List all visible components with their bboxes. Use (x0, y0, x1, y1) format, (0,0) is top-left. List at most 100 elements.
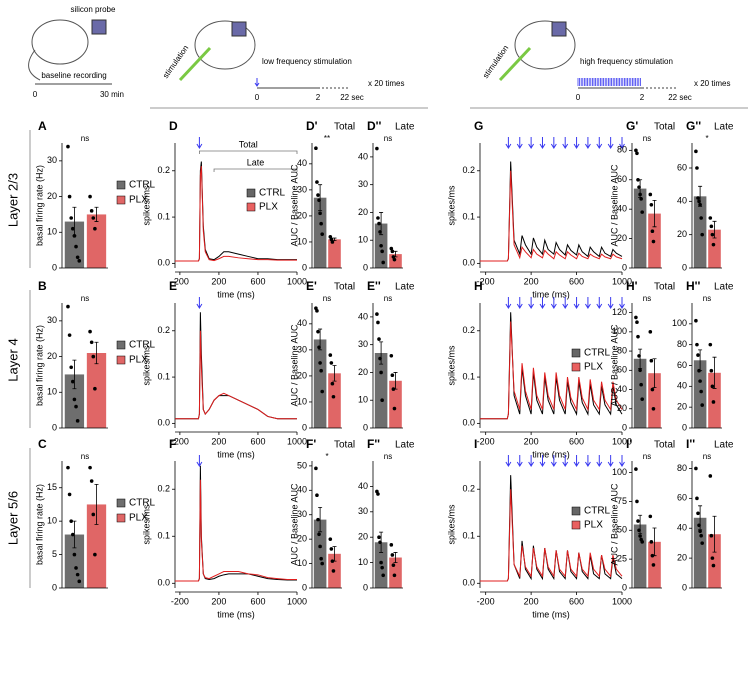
data-point (376, 216, 380, 220)
y-tick-label: 60 (677, 360, 687, 370)
timeline-end: 30 min (100, 90, 124, 99)
panel-label: C (38, 437, 47, 451)
panel-label: I' (626, 437, 632, 451)
panel-label: G (474, 119, 483, 133)
y-axis-label: AUC / Baseline AUC (289, 483, 299, 566)
legend-swatch (571, 362, 581, 372)
data-point (314, 146, 318, 151)
data-point (650, 553, 655, 558)
significance: ns (384, 134, 392, 143)
schematic-baseline: silicon probe baseline recording 0 30 mi… (28, 5, 124, 99)
significance: ns (703, 294, 711, 303)
panel-label: E (169, 279, 177, 293)
data-point (695, 496, 699, 501)
data-point (637, 185, 641, 189)
significance: * (705, 134, 708, 143)
stim-arrow (607, 137, 614, 149)
y-tick-label: 0.1 (462, 211, 475, 221)
error-bar (94, 206, 99, 222)
y-tick-label: 20 (677, 229, 687, 239)
y-tick-label: 80 (617, 345, 627, 355)
legend-label: CTRL (129, 498, 156, 509)
legend-label: PLX (259, 202, 278, 213)
data-point (708, 342, 713, 347)
data-point (711, 400, 716, 404)
stim-arrow (550, 297, 557, 309)
data-point (635, 499, 639, 504)
row-label: Layer 5/6 (5, 491, 20, 545)
y-tick-label: 30 (47, 315, 57, 325)
data-point (66, 304, 70, 309)
y-tick-label: 30 (358, 506, 368, 516)
legend-label: PLX (129, 513, 148, 524)
probe (91, 19, 107, 35)
data-point (637, 354, 641, 358)
stim-arrow (584, 297, 591, 309)
y-tick-label: 25 (617, 554, 627, 564)
mouse-head (514, 20, 576, 70)
y-tick-label: 10 (358, 235, 368, 245)
stim-arrow (562, 137, 569, 149)
stim-arrow (516, 137, 523, 149)
y-tick-label: 60 (677, 493, 687, 503)
y-tick-label: 0.1 (157, 531, 170, 541)
x-tick-label: 600 (569, 276, 584, 286)
data-point (328, 537, 333, 541)
x-tick-label: -200 (477, 276, 495, 286)
data-point (71, 379, 75, 384)
legend-swatch (116, 513, 126, 523)
stim-arrow (573, 455, 580, 467)
y-tick-label: 10 (47, 387, 57, 397)
data-point (89, 209, 94, 213)
data-point (380, 249, 384, 254)
panel-label: B (38, 279, 47, 293)
y-axis-label: AUC / Baseline AUC (289, 164, 299, 247)
stim-arrow (196, 297, 203, 309)
data-point (320, 561, 325, 566)
data-point (638, 534, 642, 538)
mouse-head (31, 19, 89, 65)
legend-swatch (116, 340, 126, 350)
x-tick-label: 1000 (287, 596, 307, 606)
bar (708, 229, 721, 268)
panel-label: H' (626, 279, 638, 293)
error-bar (652, 358, 657, 389)
panel-label: F' (306, 437, 316, 451)
data-point (329, 361, 334, 365)
stim-arrow (596, 455, 603, 467)
data-point (71, 226, 75, 231)
trace (175, 479, 297, 582)
data-point (318, 361, 322, 365)
y-tick-label: 120 (612, 307, 627, 317)
y-tick-label: 0.0 (157, 418, 170, 428)
y-axis-label: spikes/ms (446, 185, 456, 226)
data-point (379, 370, 383, 375)
x-tick-label: 200 (211, 436, 226, 446)
y-tick-label: 0.1 (157, 211, 170, 221)
panel-title: Late (395, 122, 415, 133)
data-point (330, 559, 335, 563)
x-tick-label: 200 (211, 276, 226, 286)
data-point (379, 243, 383, 248)
y-tick-label: 0.2 (462, 325, 475, 335)
data-point (72, 234, 77, 238)
probe-label: silicon probe (71, 5, 116, 14)
bracket-label: Total (239, 139, 258, 149)
error-bar (712, 515, 717, 553)
y-axis-label: spikes/ms (446, 345, 456, 386)
bar (86, 214, 107, 268)
y-tick-label: 30 (358, 339, 368, 349)
data-point (69, 365, 73, 370)
data-point (314, 466, 318, 471)
bar (693, 196, 707, 268)
legend-swatch (246, 202, 256, 212)
data-point (710, 232, 715, 237)
panel-title: Late (395, 282, 415, 293)
y-tick-label: 15 (47, 482, 57, 492)
trace (480, 170, 623, 262)
stim-arrow (539, 455, 546, 467)
data-point (378, 540, 382, 545)
stim-arrow (550, 455, 557, 467)
data-point (392, 406, 397, 411)
data-point (700, 403, 704, 407)
